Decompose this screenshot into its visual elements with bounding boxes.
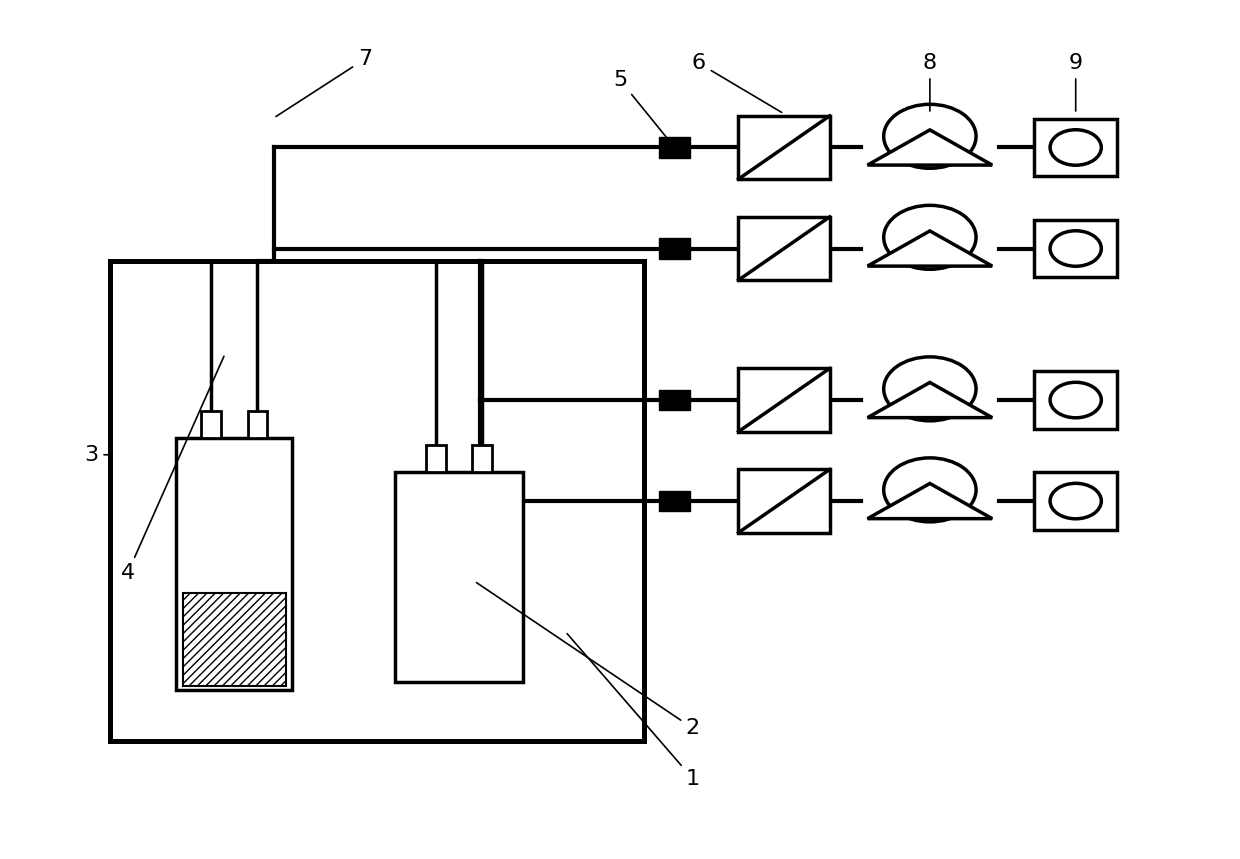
Bar: [739, 369, 830, 431]
Circle shape: [1050, 484, 1101, 519]
Bar: [658, 491, 691, 511]
Bar: [658, 239, 691, 259]
Text: 5: 5: [613, 70, 673, 145]
Bar: [427, 445, 445, 472]
Bar: [1034, 371, 1117, 429]
Circle shape: [884, 458, 976, 522]
Text: 8: 8: [923, 53, 937, 111]
Bar: [1034, 472, 1117, 530]
Circle shape: [1050, 231, 1101, 266]
Polygon shape: [868, 382, 992, 417]
Bar: [109, 261, 645, 741]
Bar: [396, 472, 523, 682]
Bar: [248, 411, 267, 438]
Circle shape: [1050, 382, 1101, 417]
Text: 3: 3: [84, 445, 109, 465]
Bar: [472, 445, 492, 472]
Circle shape: [884, 104, 976, 168]
Text: 9: 9: [1069, 53, 1083, 111]
Polygon shape: [868, 231, 992, 266]
Text: 2: 2: [476, 582, 699, 739]
Text: 7: 7: [277, 49, 372, 117]
Circle shape: [884, 356, 976, 421]
Circle shape: [884, 205, 976, 270]
Bar: [201, 411, 221, 438]
Polygon shape: [868, 130, 992, 165]
Bar: [658, 137, 691, 157]
Bar: [1034, 220, 1117, 277]
Bar: [658, 390, 691, 410]
Bar: [176, 438, 291, 691]
Bar: [109, 261, 645, 741]
Bar: [1034, 119, 1117, 176]
Text: 4: 4: [120, 356, 224, 582]
Polygon shape: [868, 484, 992, 519]
Bar: [739, 217, 830, 280]
Bar: [739, 116, 830, 179]
Bar: [739, 470, 830, 533]
Circle shape: [1050, 130, 1101, 165]
Text: 6: 6: [692, 53, 781, 113]
Text: 1: 1: [567, 634, 699, 789]
Bar: [182, 593, 285, 686]
